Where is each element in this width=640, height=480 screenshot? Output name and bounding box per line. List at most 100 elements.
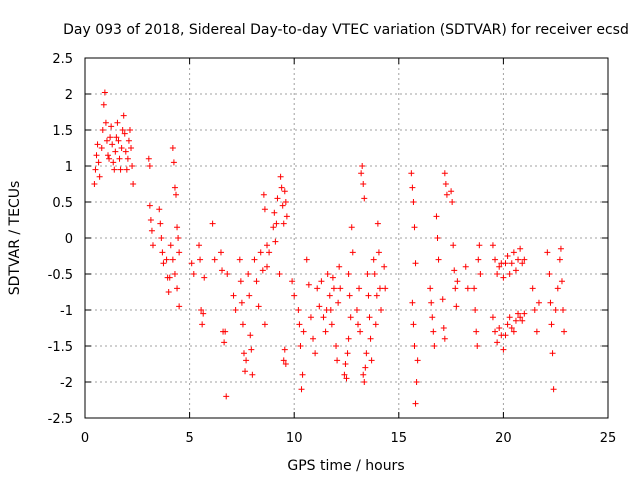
data-point <box>471 285 478 292</box>
data-point <box>433 213 440 220</box>
x-tick-label: 10 <box>286 431 303 446</box>
data-point <box>312 350 319 357</box>
data-point <box>167 242 174 249</box>
data-point <box>441 335 448 342</box>
data-point <box>249 371 256 378</box>
data-point <box>349 249 356 256</box>
data-point <box>370 256 377 263</box>
data-point <box>246 292 253 299</box>
data-point <box>314 285 321 292</box>
data-point <box>362 364 369 371</box>
data-point <box>296 321 303 328</box>
data-point <box>364 271 371 277</box>
data-point <box>327 307 334 313</box>
data-point <box>500 274 507 281</box>
data-point <box>328 321 335 328</box>
data-point <box>515 256 522 263</box>
data-point <box>259 267 266 274</box>
data-point <box>247 332 254 339</box>
data-point <box>359 163 366 169</box>
data-point <box>114 119 121 126</box>
data-point <box>239 321 246 328</box>
data-point <box>496 325 503 331</box>
data-point <box>100 101 107 108</box>
data-point <box>374 220 381 227</box>
y-axis-label: SDTVAR / TECUs <box>7 181 23 296</box>
data-point <box>533 328 540 335</box>
data-point <box>163 256 170 263</box>
data-point <box>157 220 164 227</box>
data-point <box>188 260 195 267</box>
data-point <box>454 278 461 285</box>
data-point <box>281 188 288 195</box>
data-point <box>98 145 105 151</box>
data-point <box>508 325 515 331</box>
data-point <box>166 274 173 281</box>
data-point <box>297 343 304 349</box>
data-point <box>529 285 536 292</box>
data-point <box>548 321 555 328</box>
data-point <box>118 145 125 151</box>
data-point <box>451 267 458 274</box>
data-point <box>410 199 417 205</box>
y-tick-label: 0 <box>65 232 73 247</box>
data-point <box>439 296 446 303</box>
data-point <box>147 217 154 223</box>
data-point <box>174 285 181 292</box>
data-point <box>223 393 230 400</box>
x-axis-ticks: 0 5 10 15 20 25 <box>81 58 616 446</box>
data-point <box>427 285 434 292</box>
data-point <box>149 242 156 249</box>
data-point <box>512 267 519 274</box>
data-point <box>326 292 333 299</box>
data-point <box>550 386 557 393</box>
data-point <box>121 130 128 137</box>
data-point <box>165 289 172 295</box>
x-tick-label: 5 <box>185 431 193 446</box>
data-point <box>266 249 273 256</box>
data-point <box>372 321 379 328</box>
data-point <box>274 195 281 202</box>
data-point <box>355 321 362 328</box>
data-point <box>201 274 208 281</box>
data-point <box>255 303 262 310</box>
data-point <box>264 242 271 249</box>
data-point <box>198 307 205 313</box>
data-point <box>320 314 327 321</box>
data-point <box>273 220 280 227</box>
y-tick-label: 2 <box>65 88 73 103</box>
data-point <box>492 256 499 263</box>
data-point <box>123 166 130 173</box>
data-point <box>112 148 119 155</box>
data-point <box>477 271 484 277</box>
data-point <box>519 317 526 324</box>
data-point <box>517 245 524 252</box>
data-point <box>365 292 372 299</box>
data-point <box>310 335 317 342</box>
data-point <box>199 321 206 328</box>
data-point <box>113 134 120 141</box>
data-point <box>414 357 421 364</box>
data-point <box>126 127 133 133</box>
data-point <box>224 271 231 277</box>
data-point <box>106 155 113 162</box>
data-point <box>556 256 563 263</box>
data-point <box>440 325 447 331</box>
data-point <box>502 332 509 339</box>
data-point <box>449 199 456 205</box>
data-point <box>237 278 244 285</box>
data-point <box>368 357 375 364</box>
data-point <box>552 307 559 313</box>
data-point <box>217 249 224 256</box>
data-point <box>124 155 131 162</box>
data-point <box>531 307 538 313</box>
data-point <box>158 235 165 241</box>
data-point <box>515 310 522 317</box>
data-point <box>299 371 306 378</box>
data-point <box>521 310 528 317</box>
data-point <box>453 303 460 310</box>
data-point <box>494 271 501 277</box>
data-point <box>348 224 355 231</box>
data-point <box>412 260 419 267</box>
data-point <box>130 181 137 187</box>
